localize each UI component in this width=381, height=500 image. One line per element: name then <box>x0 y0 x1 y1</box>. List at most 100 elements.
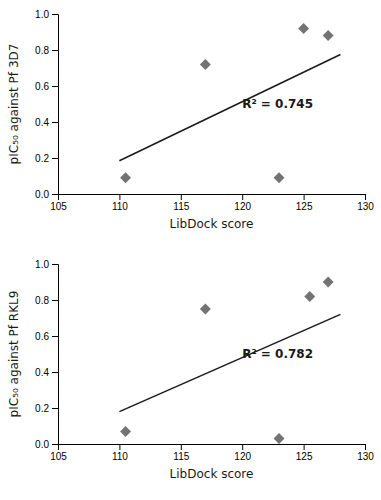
tick-mark <box>52 444 58 445</box>
tick: 105 <box>50 444 67 462</box>
tick-label: 0.6 <box>35 81 49 92</box>
tick: 0.8 <box>35 45 58 56</box>
axis: 0.0 0.2 0.4 0.6 0.8 1.0 <box>35 9 58 200</box>
tick-label: 120 <box>234 201 251 212</box>
tick-label: 115 <box>173 201 189 212</box>
annotation: R² = 0.782 <box>242 347 313 361</box>
axis-line <box>59 445 366 451</box>
plot-area <box>119 23 340 183</box>
tick-mark <box>181 194 182 200</box>
tick: 115 <box>173 444 189 462</box>
tick: 125 <box>296 444 313 462</box>
tick-mark <box>52 372 58 373</box>
trend-line <box>119 314 340 411</box>
tick-label: 125 <box>296 201 313 212</box>
tick: 125 <box>296 194 313 212</box>
tick-mark <box>52 408 58 409</box>
point <box>323 30 334 41</box>
x-axis-title: LibDock score <box>170 467 254 481</box>
point <box>274 172 285 183</box>
axis: 0.0 0.2 0.4 0.6 0.8 1.0 <box>35 259 58 450</box>
tick-label: 105 <box>50 451 67 462</box>
tick-label: 1.0 <box>35 259 49 270</box>
y-axis-title: pIC₅₀ against Pf 3D7 <box>7 44 21 165</box>
panel: 105 110 115 120 125 130 0.0 0.2 0.4 0.6 0.8 1.0 R² =… <box>7 259 374 481</box>
tick-mark <box>52 122 58 123</box>
panel: 105 110 115 120 125 130 0.0 0.2 0.4 0.6 0.8 1.0 R² =… <box>7 9 374 231</box>
tick-mark <box>119 194 120 200</box>
tick-mark <box>365 194 366 200</box>
tick: 0.0 <box>35 189 58 200</box>
tick: 130 <box>357 194 374 212</box>
y-axis-title: pIC₅₀ against Pf RKL9 <box>7 291 21 418</box>
tick: 115 <box>173 194 189 212</box>
axis: 105 110 115 120 125 130 <box>50 194 374 212</box>
tick-mark <box>119 444 120 450</box>
tick-mark <box>52 300 58 301</box>
tick: 0.0 <box>35 439 58 450</box>
tick-label: 110 <box>112 201 128 212</box>
tick-mark <box>52 50 58 51</box>
tick-label: 0.2 <box>35 403 49 414</box>
tick: 0.2 <box>35 153 58 164</box>
tick-label: 130 <box>357 201 374 212</box>
tick-label: 130 <box>357 451 374 462</box>
tick: 110 <box>112 444 128 462</box>
axis-line <box>52 15 59 195</box>
axis-line <box>59 195 366 201</box>
annotation: R² = 0.745 <box>242 97 313 111</box>
tick-label: 1.0 <box>35 9 49 20</box>
tick-mark <box>242 444 243 450</box>
tick: 120 <box>234 444 251 462</box>
tick: 0.4 <box>35 367 58 378</box>
tick-label: 0.4 <box>35 117 49 128</box>
tick: 0.4 <box>35 117 58 128</box>
tick-mark <box>52 194 58 195</box>
tick-label: 0.8 <box>35 295 49 306</box>
tick: 110 <box>112 194 128 212</box>
tick-label: 125 <box>296 451 313 462</box>
point <box>274 433 285 444</box>
point <box>200 304 211 315</box>
tick: 130 <box>357 444 374 462</box>
tick: 105 <box>50 194 67 212</box>
tick-label: 0.2 <box>35 153 49 164</box>
point <box>323 277 334 288</box>
point <box>120 426 131 437</box>
tick: 0.2 <box>35 403 58 414</box>
tick-mark <box>52 158 58 159</box>
tick-mark <box>52 264 58 265</box>
tick-label: 120 <box>234 451 251 462</box>
tick-mark <box>365 444 366 450</box>
tick-mark <box>52 86 58 87</box>
point <box>298 23 309 34</box>
tick: 0.6 <box>35 81 58 92</box>
plot-area <box>119 277 340 444</box>
tick-mark <box>242 194 243 200</box>
tick-mark <box>52 336 58 337</box>
tick-label: 115 <box>173 451 189 462</box>
point <box>120 172 131 183</box>
axis-line <box>52 265 59 445</box>
tick: 1.0 <box>35 259 58 270</box>
tick: 1.0 <box>35 9 58 20</box>
tick: 120 <box>234 194 251 212</box>
tick: 0.8 <box>35 295 58 306</box>
point <box>304 291 315 302</box>
tick-label: 0.0 <box>35 439 49 450</box>
tick-mark <box>304 444 305 450</box>
tick-mark <box>181 444 182 450</box>
point <box>200 59 211 70</box>
axis: 105 110 115 120 125 130 <box>50 444 374 462</box>
tick-label: 110 <box>112 451 128 462</box>
x-axis-title: LibDock score <box>170 217 254 231</box>
tick: 0.6 <box>35 331 58 342</box>
chart: 105 110 115 120 125 130 0.0 0.2 0.4 0.6 0.8 1.0 R² =… <box>0 0 381 500</box>
tick-label: 0.6 <box>35 331 49 342</box>
tick-label: 105 <box>50 201 67 212</box>
tick-label: 0.8 <box>35 45 49 56</box>
tick-mark <box>304 194 305 200</box>
tick-label: 0.4 <box>35 367 49 378</box>
trend-line <box>119 55 340 161</box>
tick-label: 0.0 <box>35 189 49 200</box>
